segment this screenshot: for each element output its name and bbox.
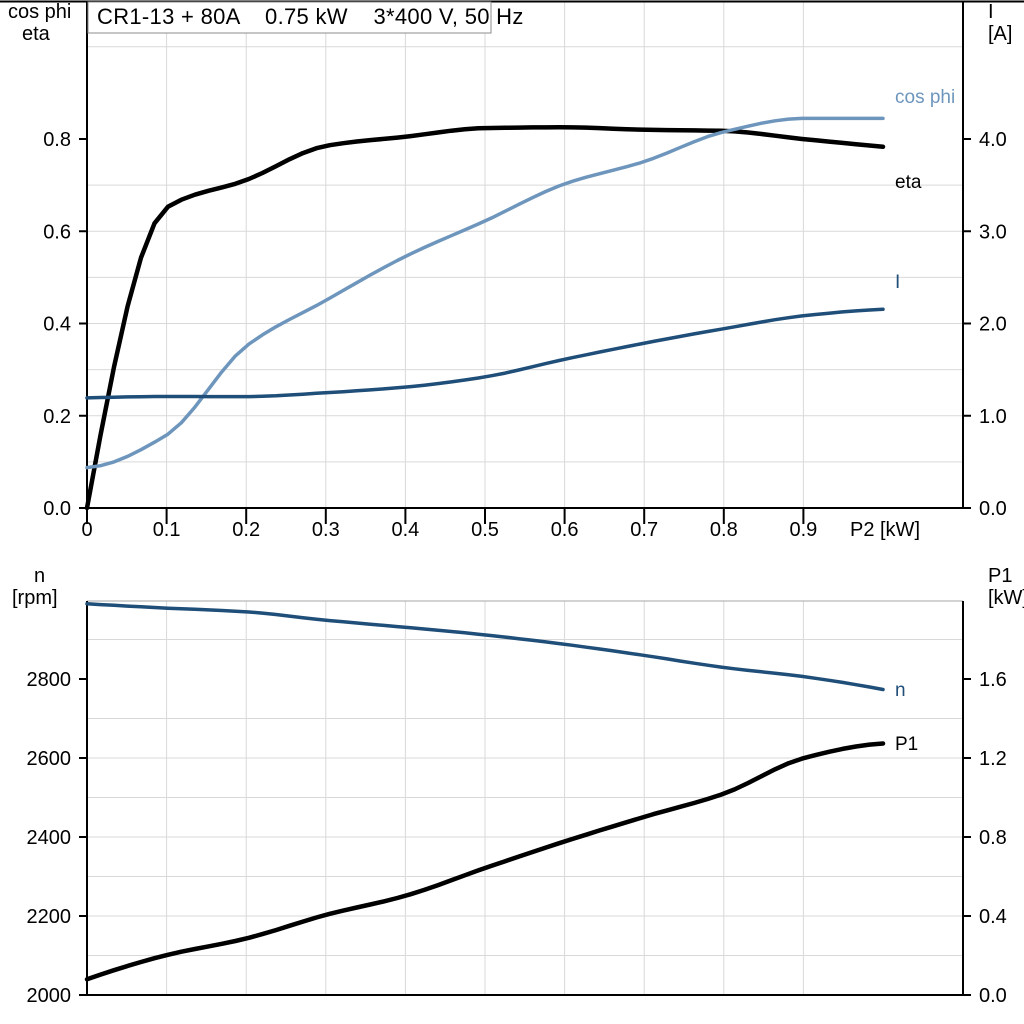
svg-text:3.0: 3.0: [979, 221, 1007, 243]
svg-text:0.6: 0.6: [43, 221, 71, 243]
svg-text:P1: P1: [988, 565, 1012, 587]
svg-text:0.0: 0.0: [979, 985, 1007, 1007]
svg-text:2000: 2000: [27, 985, 72, 1007]
svg-text:cos phi: cos phi: [895, 87, 955, 108]
svg-text:0.4: 0.4: [43, 314, 71, 336]
svg-text:[A]: [A]: [988, 23, 1012, 45]
svg-text:I: I: [895, 272, 900, 293]
svg-text:cos phi: cos phi: [8, 1, 71, 23]
svg-text:I: I: [988, 1, 994, 23]
svg-text:eta: eta: [22, 23, 51, 45]
svg-text:[rpm]: [rpm]: [12, 587, 58, 609]
svg-text:[kW]: [kW]: [988, 587, 1024, 609]
svg-text:n: n: [34, 565, 45, 587]
svg-text:2800: 2800: [27, 669, 72, 691]
svg-text:P1: P1: [895, 734, 918, 755]
svg-text:2.0: 2.0: [979, 314, 1007, 336]
svg-text:2200: 2200: [27, 906, 72, 928]
svg-text:0.0: 0.0: [979, 498, 1007, 520]
svg-text:0.8: 0.8: [979, 827, 1007, 849]
svg-text:0.2: 0.2: [43, 406, 71, 428]
svg-text:P2 [kW]: P2 [kW]: [850, 519, 920, 541]
svg-text:1.0: 1.0: [979, 406, 1007, 428]
svg-text:n: n: [895, 680, 906, 701]
svg-text:0.0: 0.0: [43, 498, 71, 520]
svg-text:1.6: 1.6: [979, 669, 1007, 691]
svg-text:eta: eta: [895, 172, 922, 193]
svg-text:CR1-13 + 80A 0.75 kW 3*4: CR1-13 + 80A 0.75 kW 3*400 V, 50 Hz: [97, 4, 524, 29]
svg-text:1.2: 1.2: [979, 748, 1007, 770]
svg-text:0.4: 0.4: [979, 906, 1007, 928]
svg-text:0.8: 0.8: [43, 129, 71, 151]
svg-text:2400: 2400: [27, 827, 72, 849]
svg-text:4.0: 4.0: [979, 129, 1007, 151]
svg-text:2600: 2600: [27, 748, 72, 770]
